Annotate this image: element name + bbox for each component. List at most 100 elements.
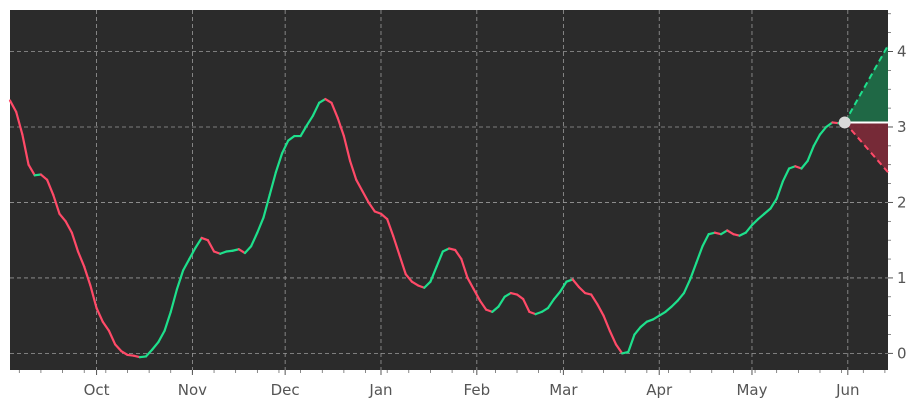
series-segment-down [52,193,61,215]
series-segment-up [559,280,568,293]
series-segment-up [546,297,556,310]
series-segment-up [627,333,636,353]
series-segment-down [614,343,624,355]
series-segment-down [404,273,414,283]
series-segment-up [738,231,747,237]
series-segment-up [144,348,154,358]
y-tick-label: 2 [897,193,907,211]
series-segment-up [429,265,438,283]
series-segment-up [151,340,160,351]
y-tick-label: 4 [897,43,907,61]
forecast-lower-band [844,122,888,173]
series-segment-down [602,314,611,332]
series-segment-down [726,229,735,236]
series-segment-down [478,299,488,311]
series-segment-down [64,220,73,234]
x-tick-label: Apr [646,381,673,399]
series-segment-down [58,212,67,223]
series-segment-down [379,212,389,221]
series-segment-up [175,269,185,291]
y-axis-labels: 0 1 2 3 4 [897,43,907,363]
series-segment-up [639,320,648,329]
grid-lines [10,10,888,370]
series-segment-down [398,254,407,276]
series-segment-up [553,290,562,301]
series-segment-up [491,305,500,313]
series-segment-down [466,276,475,291]
series-segment-up [651,314,661,321]
x-tick-label: Mar [549,381,578,399]
series-segment-up [194,236,203,249]
series-segment-up [287,134,296,142]
series-segment-up [676,291,686,302]
series-segment-up [423,280,432,289]
x-tick-label: Dec [271,381,300,399]
series-segment-down [107,329,117,346]
x-tick-label: May [736,381,767,399]
series-segment-up [441,247,451,253]
series-segment-down [89,284,98,310]
series-segment-down [95,307,104,323]
plot-background [10,10,888,370]
price-series [8,97,846,359]
series-segment-down [324,97,333,104]
series-segment-up [163,310,172,332]
series-segment-up [262,193,271,219]
series-segment-up [806,144,815,163]
series-segment-up [812,133,822,147]
forecast-lower-line [843,121,889,173]
x-tick-label: Jan [368,381,392,399]
y-tick-label: 0 [897,344,907,362]
series-segment-down [472,288,482,302]
series-segment-up [769,197,778,210]
series-segment-down [367,201,376,213]
x-tick-label: Nov [178,381,207,399]
series-segment-down [39,173,49,181]
y-tick-label: 1 [897,269,907,287]
series-segment-down [8,99,18,113]
series-segment-down [45,178,55,197]
x-axis-labels: Oct Nov Dec Jan Feb Mar Apr May Jun [84,381,860,399]
series-segment-down [330,101,339,120]
series-segment-up [268,171,277,197]
series-segment-up [658,310,667,317]
series-segment-up [763,207,772,215]
series-segment-up [689,261,698,281]
series-segment-down [522,297,531,313]
series-segment-down [336,116,345,138]
series-segment-down [76,250,86,268]
series-segment-up [744,223,754,234]
series-segment-down [348,159,358,181]
series-segment-up [695,245,704,264]
series-segment-up [800,159,809,170]
series-segment-up [682,278,692,295]
series-segment-up [250,231,259,248]
series-segment-down [361,190,370,204]
series-segment-down [101,320,111,332]
series-segment-up [256,216,265,234]
series-segment-down [342,134,352,163]
series-segment-up [243,245,253,255]
series-segment-down [410,280,420,287]
series-segment-up [540,307,550,313]
series-segment-up [633,325,642,336]
series-segment-down [70,231,80,253]
series-segment-up [719,229,729,236]
series-segment-down [114,343,123,353]
series-segment-down [27,163,36,177]
series-segment-down [21,133,30,166]
series-segment-up [182,257,191,272]
series-segment-down [386,217,395,238]
series-segment-down [596,303,605,317]
forecast-upper-line [843,44,889,123]
series-segment-up [750,217,760,227]
series-segment-down [460,257,469,280]
series-segment-down [571,278,580,289]
series-segment-up [781,167,791,183]
series-segment-up [497,295,506,308]
series-segment-up [825,121,834,129]
series-segment-down [15,110,24,136]
series-segment-up [664,305,673,313]
